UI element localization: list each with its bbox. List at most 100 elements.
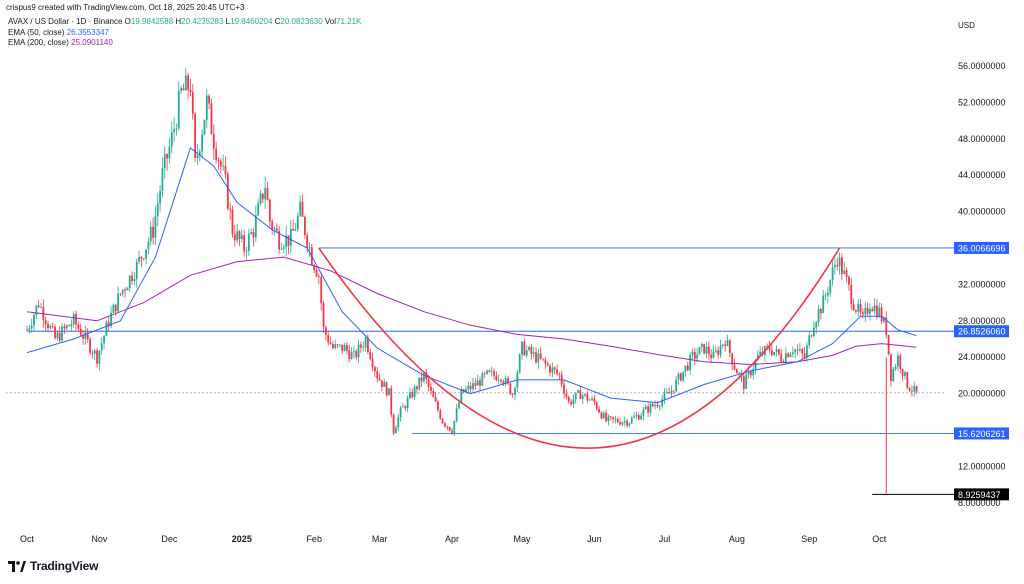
candle-body <box>187 75 190 90</box>
candle-body <box>892 369 895 381</box>
candle-body <box>794 349 797 353</box>
candle-body <box>469 385 472 390</box>
candle-body <box>275 228 278 232</box>
candle-body <box>180 88 183 91</box>
candle-body <box>509 383 512 395</box>
candle-body <box>871 308 874 312</box>
candle-body <box>710 354 713 359</box>
candle-body <box>605 412 607 422</box>
candle-body <box>642 409 645 416</box>
candle-body <box>367 337 369 352</box>
candle-body <box>142 258 145 260</box>
candle-body <box>453 420 456 434</box>
y-tick-label: 44.0000000 <box>958 170 1006 180</box>
legend-ema200-label[interactable]: EMA (200, close) <box>8 38 69 47</box>
candle-body <box>768 346 771 350</box>
candle-body <box>747 371 750 375</box>
candle-body <box>460 389 463 403</box>
candle-body <box>591 398 593 400</box>
candle-body <box>376 371 379 379</box>
candle-body <box>855 310 857 312</box>
candle-body <box>682 371 685 381</box>
legend-symbol[interactable]: AVAX / US Dollar · 1D · Binance <box>8 17 123 26</box>
legend-ema50-label[interactable]: EMA (50, close) <box>8 27 65 37</box>
candle-body <box>577 390 579 393</box>
candle-body <box>593 398 596 403</box>
candle-body <box>822 295 825 314</box>
candle-body <box>607 416 610 422</box>
candle-body <box>296 215 299 230</box>
candle-body <box>395 427 397 434</box>
y-tick-label: 32.0000000 <box>958 279 1006 289</box>
tradingview-logo[interactable]: TradingView <box>8 559 98 573</box>
chart-caption: crispus9 created with TradingView.com, O… <box>6 3 245 12</box>
candle-body <box>782 361 785 363</box>
candle-body <box>784 353 787 362</box>
candle-body <box>852 303 855 311</box>
candle-body <box>280 248 283 250</box>
legend-low: 19.8460204 <box>230 17 273 26</box>
currency-label[interactable]: USD <box>958 21 975 30</box>
candle-body <box>357 344 360 358</box>
candle-body <box>866 307 869 314</box>
candle-body <box>777 349 780 355</box>
candle-body <box>733 364 736 370</box>
candle-body <box>535 352 537 363</box>
candle-body <box>810 335 813 337</box>
candle-body <box>110 312 112 327</box>
candle-body <box>817 309 820 323</box>
candle-body <box>679 373 682 381</box>
candle-body <box>418 377 421 390</box>
candle-body <box>474 383 477 386</box>
candle-body <box>796 349 799 351</box>
x-tick-label: Apr <box>445 534 459 544</box>
candle-body <box>79 328 82 336</box>
candle-body <box>229 208 232 210</box>
candle-body <box>677 373 680 380</box>
candle-body <box>247 233 250 251</box>
y-tick-label: 12.0000000 <box>958 461 1006 471</box>
candle-body <box>306 235 309 248</box>
candle-body <box>257 203 260 216</box>
candle-body <box>815 322 818 328</box>
candle-body <box>338 344 341 346</box>
legend-close-label: C <box>274 17 281 26</box>
candle-body <box>612 417 614 420</box>
candle-body <box>803 353 806 358</box>
x-tick-label: Oct <box>20 534 35 544</box>
candle-body <box>581 395 584 399</box>
candle-body <box>850 284 853 304</box>
candle-body <box>848 276 850 285</box>
candle-body <box>61 326 63 341</box>
candle-body <box>658 405 661 407</box>
candle-body <box>70 324 73 327</box>
candle-body <box>374 367 376 372</box>
candle-body <box>869 308 871 314</box>
candle-body <box>467 385 470 390</box>
candle-body <box>138 256 140 262</box>
candle-body <box>479 380 481 386</box>
candle-body <box>219 160 222 167</box>
candle-body <box>880 307 883 322</box>
candle-body <box>586 393 589 401</box>
candle-body <box>152 226 154 238</box>
candle-body <box>766 346 769 348</box>
candle-body <box>572 399 575 405</box>
candle-body <box>668 392 671 394</box>
level-label-bg <box>954 427 1009 440</box>
candle-body <box>742 376 745 390</box>
candle-body <box>829 280 832 293</box>
candle-body <box>168 146 171 159</box>
candle-body <box>691 351 694 355</box>
candle-body <box>511 394 514 395</box>
candle-body <box>500 379 502 382</box>
legend-ema200-value: 25.0901140 <box>71 38 113 47</box>
candle-body <box>448 426 451 431</box>
candle-body <box>266 187 269 200</box>
candle-body <box>315 269 318 277</box>
candle-body <box>579 390 582 399</box>
candle-body <box>696 354 699 359</box>
candle-body <box>201 134 204 152</box>
candle-body <box>504 378 507 384</box>
